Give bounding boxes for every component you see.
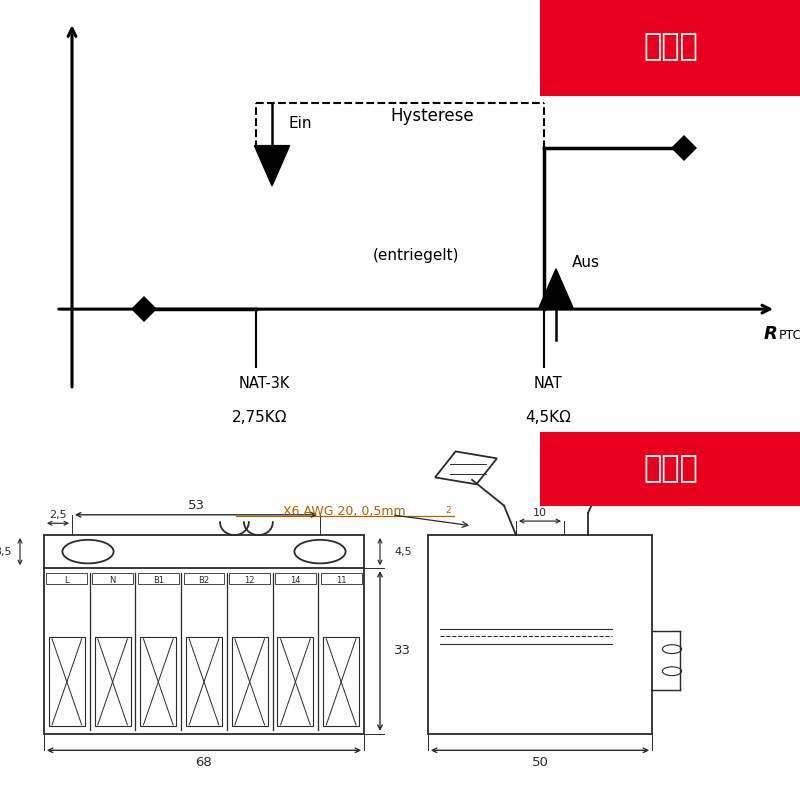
Text: 尺寸图: 尺寸图 <box>643 454 698 483</box>
Bar <box>183 573 225 584</box>
Text: 11: 11 <box>336 575 346 585</box>
Bar <box>232 638 268 726</box>
Bar <box>278 638 314 726</box>
Text: R: R <box>764 325 778 342</box>
Text: 2: 2 <box>446 506 451 514</box>
Text: 68: 68 <box>196 756 212 769</box>
Bar <box>92 573 133 584</box>
Text: (entriegelt): (entriegelt) <box>373 248 459 263</box>
Text: or: or <box>666 464 678 477</box>
Polygon shape <box>254 146 290 186</box>
Bar <box>275 573 316 584</box>
Text: or: or <box>554 464 566 477</box>
Bar <box>49 638 85 726</box>
Text: X6 AWG 20, 0,5mm: X6 AWG 20, 0,5mm <box>282 505 406 518</box>
Text: Ein: Ein <box>288 116 311 130</box>
Text: Aus: Aus <box>572 254 600 270</box>
Text: 4,5KΩ: 4,5KΩ <box>525 410 571 425</box>
Text: 33: 33 <box>394 645 411 658</box>
Text: N: N <box>110 575 116 585</box>
Text: 14: 14 <box>290 575 301 585</box>
Polygon shape <box>538 269 574 309</box>
Bar <box>540 0 800 96</box>
Text: 12: 12 <box>245 575 255 585</box>
Bar <box>44 535 364 734</box>
Bar <box>230 573 270 584</box>
Bar <box>428 535 652 734</box>
Bar <box>321 573 362 584</box>
Text: B1: B1 <box>153 575 164 585</box>
Text: Hysterese: Hysterese <box>390 106 474 125</box>
Text: NAT-3K: NAT-3K <box>238 376 290 391</box>
Text: 2,75KΩ: 2,75KΩ <box>232 410 288 425</box>
Text: NAT: NAT <box>534 376 562 391</box>
Text: 10: 10 <box>533 508 547 518</box>
Text: 时序图: 时序图 <box>643 33 698 62</box>
Text: B2: B2 <box>198 575 210 585</box>
Bar <box>46 573 87 584</box>
Text: L: L <box>65 575 69 585</box>
Text: 4,5: 4,5 <box>394 546 412 557</box>
Text: 50: 50 <box>531 756 549 769</box>
Text: PTC: PTC <box>778 330 800 342</box>
Bar <box>435 451 497 484</box>
Bar <box>140 638 176 726</box>
Text: 3,5: 3,5 <box>0 546 12 557</box>
Text: 2,5: 2,5 <box>49 510 67 520</box>
Bar <box>579 458 633 489</box>
Bar <box>540 432 800 506</box>
Text: 53: 53 <box>187 499 205 512</box>
Bar <box>94 638 130 726</box>
Bar <box>186 638 222 726</box>
Bar <box>138 573 178 584</box>
Bar <box>323 638 359 726</box>
